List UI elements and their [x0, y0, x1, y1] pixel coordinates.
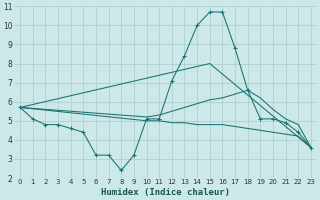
X-axis label: Humidex (Indice chaleur): Humidex (Indice chaleur): [101, 188, 230, 197]
